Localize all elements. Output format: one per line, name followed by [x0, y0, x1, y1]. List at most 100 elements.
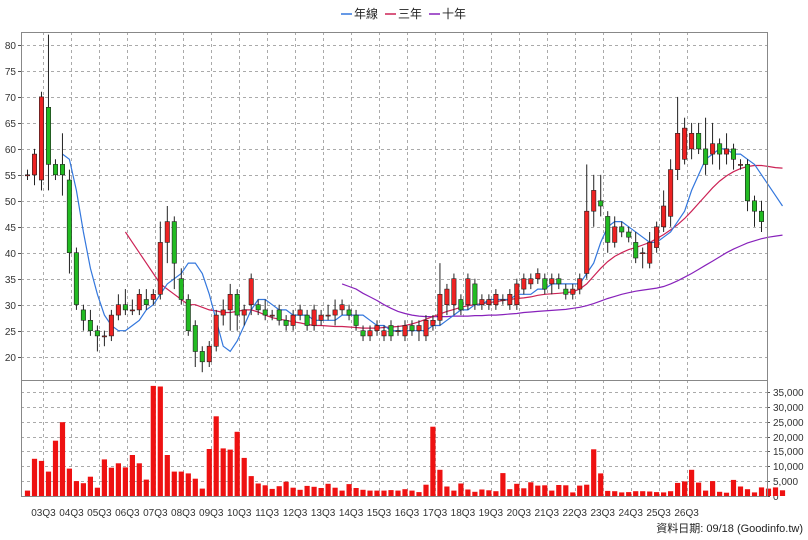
candle-body [612, 226, 618, 243]
volume-bar [640, 491, 646, 496]
price-tick-label: 20 [5, 353, 17, 364]
candle-body [444, 288, 450, 306]
candle-body [346, 309, 352, 316]
volume-bar [38, 460, 45, 496]
volume-bar [675, 482, 681, 496]
price-axis: 20 25 30 35 40 45 50 55 60 65 70 75 80 [5, 41, 21, 364]
candle-body [626, 231, 632, 238]
candle-body [528, 278, 534, 285]
volume-bar [52, 440, 59, 496]
volume-bar [276, 486, 282, 496]
volume-bar [758, 487, 765, 496]
volume-bar [696, 482, 702, 496]
volume-bar [73, 481, 79, 496]
price-tick-label: 30 [5, 301, 17, 312]
volume-bar [647, 491, 653, 496]
volume-tick-label: 0 [773, 492, 779, 503]
volume-bar [472, 491, 478, 496]
candle-body [122, 304, 128, 311]
x-tick-label: 10Q3 [227, 508, 252, 519]
volume-bar [619, 492, 625, 496]
x-tick-label: 06Q3 [115, 508, 140, 519]
candle-body [143, 299, 149, 305]
volume-bar [591, 449, 597, 496]
candle-body [710, 143, 716, 155]
x-tick-label: 23Q3 [590, 508, 615, 519]
candle-body [647, 242, 653, 264]
candle-body [276, 309, 282, 321]
volume-bar [626, 492, 632, 496]
candle-body [255, 304, 261, 311]
volume-bar [661, 492, 667, 496]
candle-body [108, 314, 114, 337]
candle-body [577, 278, 583, 290]
volume-bar [458, 483, 464, 496]
volume-bar [248, 476, 254, 496]
candle-body [723, 148, 729, 155]
volume-bar [381, 490, 387, 496]
candle-body [507, 293, 513, 305]
candle-body [549, 278, 555, 285]
volume-bar [59, 422, 66, 496]
ma-10year-line [341, 234, 783, 318]
price-tick-label: 45 [5, 223, 17, 234]
volume-bar [451, 490, 457, 496]
price-tick-label: 40 [5, 249, 17, 260]
candle-body [570, 288, 576, 295]
volume-bar [682, 481, 688, 496]
candle-body [283, 319, 289, 326]
volume-bar [500, 473, 506, 496]
volume-bar [108, 467, 114, 496]
volume-bar [325, 483, 331, 496]
volume-bar [654, 492, 660, 496]
volume-bar [549, 490, 555, 496]
candle-body [696, 133, 702, 150]
candle-body [486, 299, 492, 305]
price-tick-label: 60 [5, 145, 17, 156]
candle-body [157, 242, 163, 295]
candle-body [269, 314, 275, 317]
x-tick-label: 19Q3 [479, 508, 504, 519]
price-panel-frame [21, 32, 768, 381]
volume-bar [339, 490, 345, 496]
volume-bar [122, 467, 128, 496]
volume-bar [437, 469, 443, 496]
volume-bar [514, 483, 520, 496]
volume-bar [304, 485, 310, 496]
price-tick-label: 50 [5, 197, 17, 208]
x-tick-label: 04Q3 [59, 508, 84, 519]
candle-body [535, 273, 541, 279]
candle-body [115, 304, 121, 316]
volume-bar [584, 484, 590, 496]
volume-bar [430, 426, 436, 496]
volume-bar [717, 491, 723, 496]
price-tick-label: 35 [5, 275, 17, 286]
legend-label-10year: 十年 [442, 7, 466, 21]
candle-body [479, 299, 485, 305]
candle-body [164, 221, 170, 243]
candle-body [751, 200, 757, 212]
volume-bar [465, 489, 471, 496]
candle-body [640, 252, 646, 254]
volume-bar [479, 489, 485, 496]
candle-body [409, 325, 415, 331]
x-tick-label: 26Q3 [674, 508, 699, 519]
candle-body [563, 288, 569, 295]
volume-bar [115, 463, 121, 496]
volume-tick-label: 25,000 [773, 418, 804, 429]
price-tick-label: 75 [5, 67, 17, 78]
volume-bar [605, 490, 611, 496]
volume-bar [744, 489, 751, 496]
volume-bar [157, 386, 163, 496]
legend-label-3year: 三年 [398, 7, 422, 21]
volume-bar [535, 485, 541, 496]
volume-bar [241, 457, 247, 496]
candle-body [332, 309, 338, 316]
candle-body [437, 293, 443, 321]
candle-body [150, 293, 156, 300]
volume-bar [556, 485, 562, 496]
volume-bar [409, 490, 415, 496]
candle-body [234, 293, 240, 316]
candle-body [241, 309, 247, 316]
volume-bar [395, 490, 401, 496]
